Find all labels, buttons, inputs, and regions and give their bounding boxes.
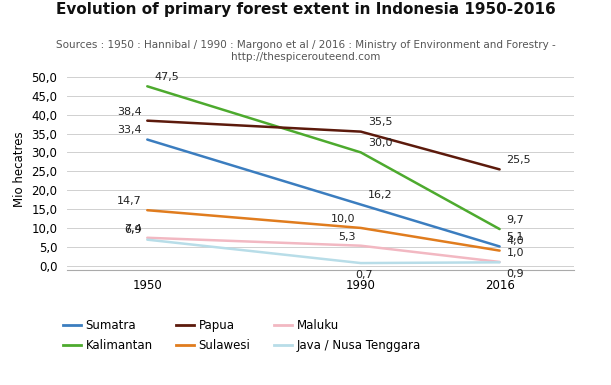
Text: 9,7: 9,7	[507, 215, 524, 225]
Text: Evolution of primary forest extent in Indonesia 1950-2016: Evolution of primary forest extent in In…	[56, 2, 555, 17]
Text: 33,4: 33,4	[117, 126, 142, 136]
Text: 4,0: 4,0	[507, 236, 524, 246]
Text: 14,7: 14,7	[117, 196, 142, 206]
Text: 1,0: 1,0	[507, 248, 524, 258]
Legend: Sumatra, Kalimantan, Papua, Sulawesi, Maluku, Java / Nusa Tenggara: Sumatra, Kalimantan, Papua, Sulawesi, Ma…	[63, 320, 421, 352]
Text: 25,5: 25,5	[507, 155, 531, 165]
Text: 6,9: 6,9	[124, 226, 142, 236]
Text: 35,5: 35,5	[368, 117, 392, 127]
Text: 38,4: 38,4	[117, 107, 142, 117]
Y-axis label: Mio hecatres: Mio hecatres	[13, 132, 26, 207]
Text: Sources : 1950 : Hannibal / 1990 : Margono et al / 2016 : Ministry of Environmen: Sources : 1950 : Hannibal / 1990 : Margo…	[56, 40, 555, 62]
Text: 10,0: 10,0	[331, 214, 355, 224]
Text: 5,1: 5,1	[507, 232, 524, 242]
Text: 16,2: 16,2	[368, 190, 392, 200]
Text: 5,3: 5,3	[338, 231, 355, 241]
Text: 0,7: 0,7	[355, 270, 373, 280]
Text: 47,5: 47,5	[154, 72, 179, 82]
Text: 7,4: 7,4	[124, 224, 142, 234]
Text: 0,9: 0,9	[507, 269, 524, 279]
Text: 30,0: 30,0	[368, 138, 392, 148]
